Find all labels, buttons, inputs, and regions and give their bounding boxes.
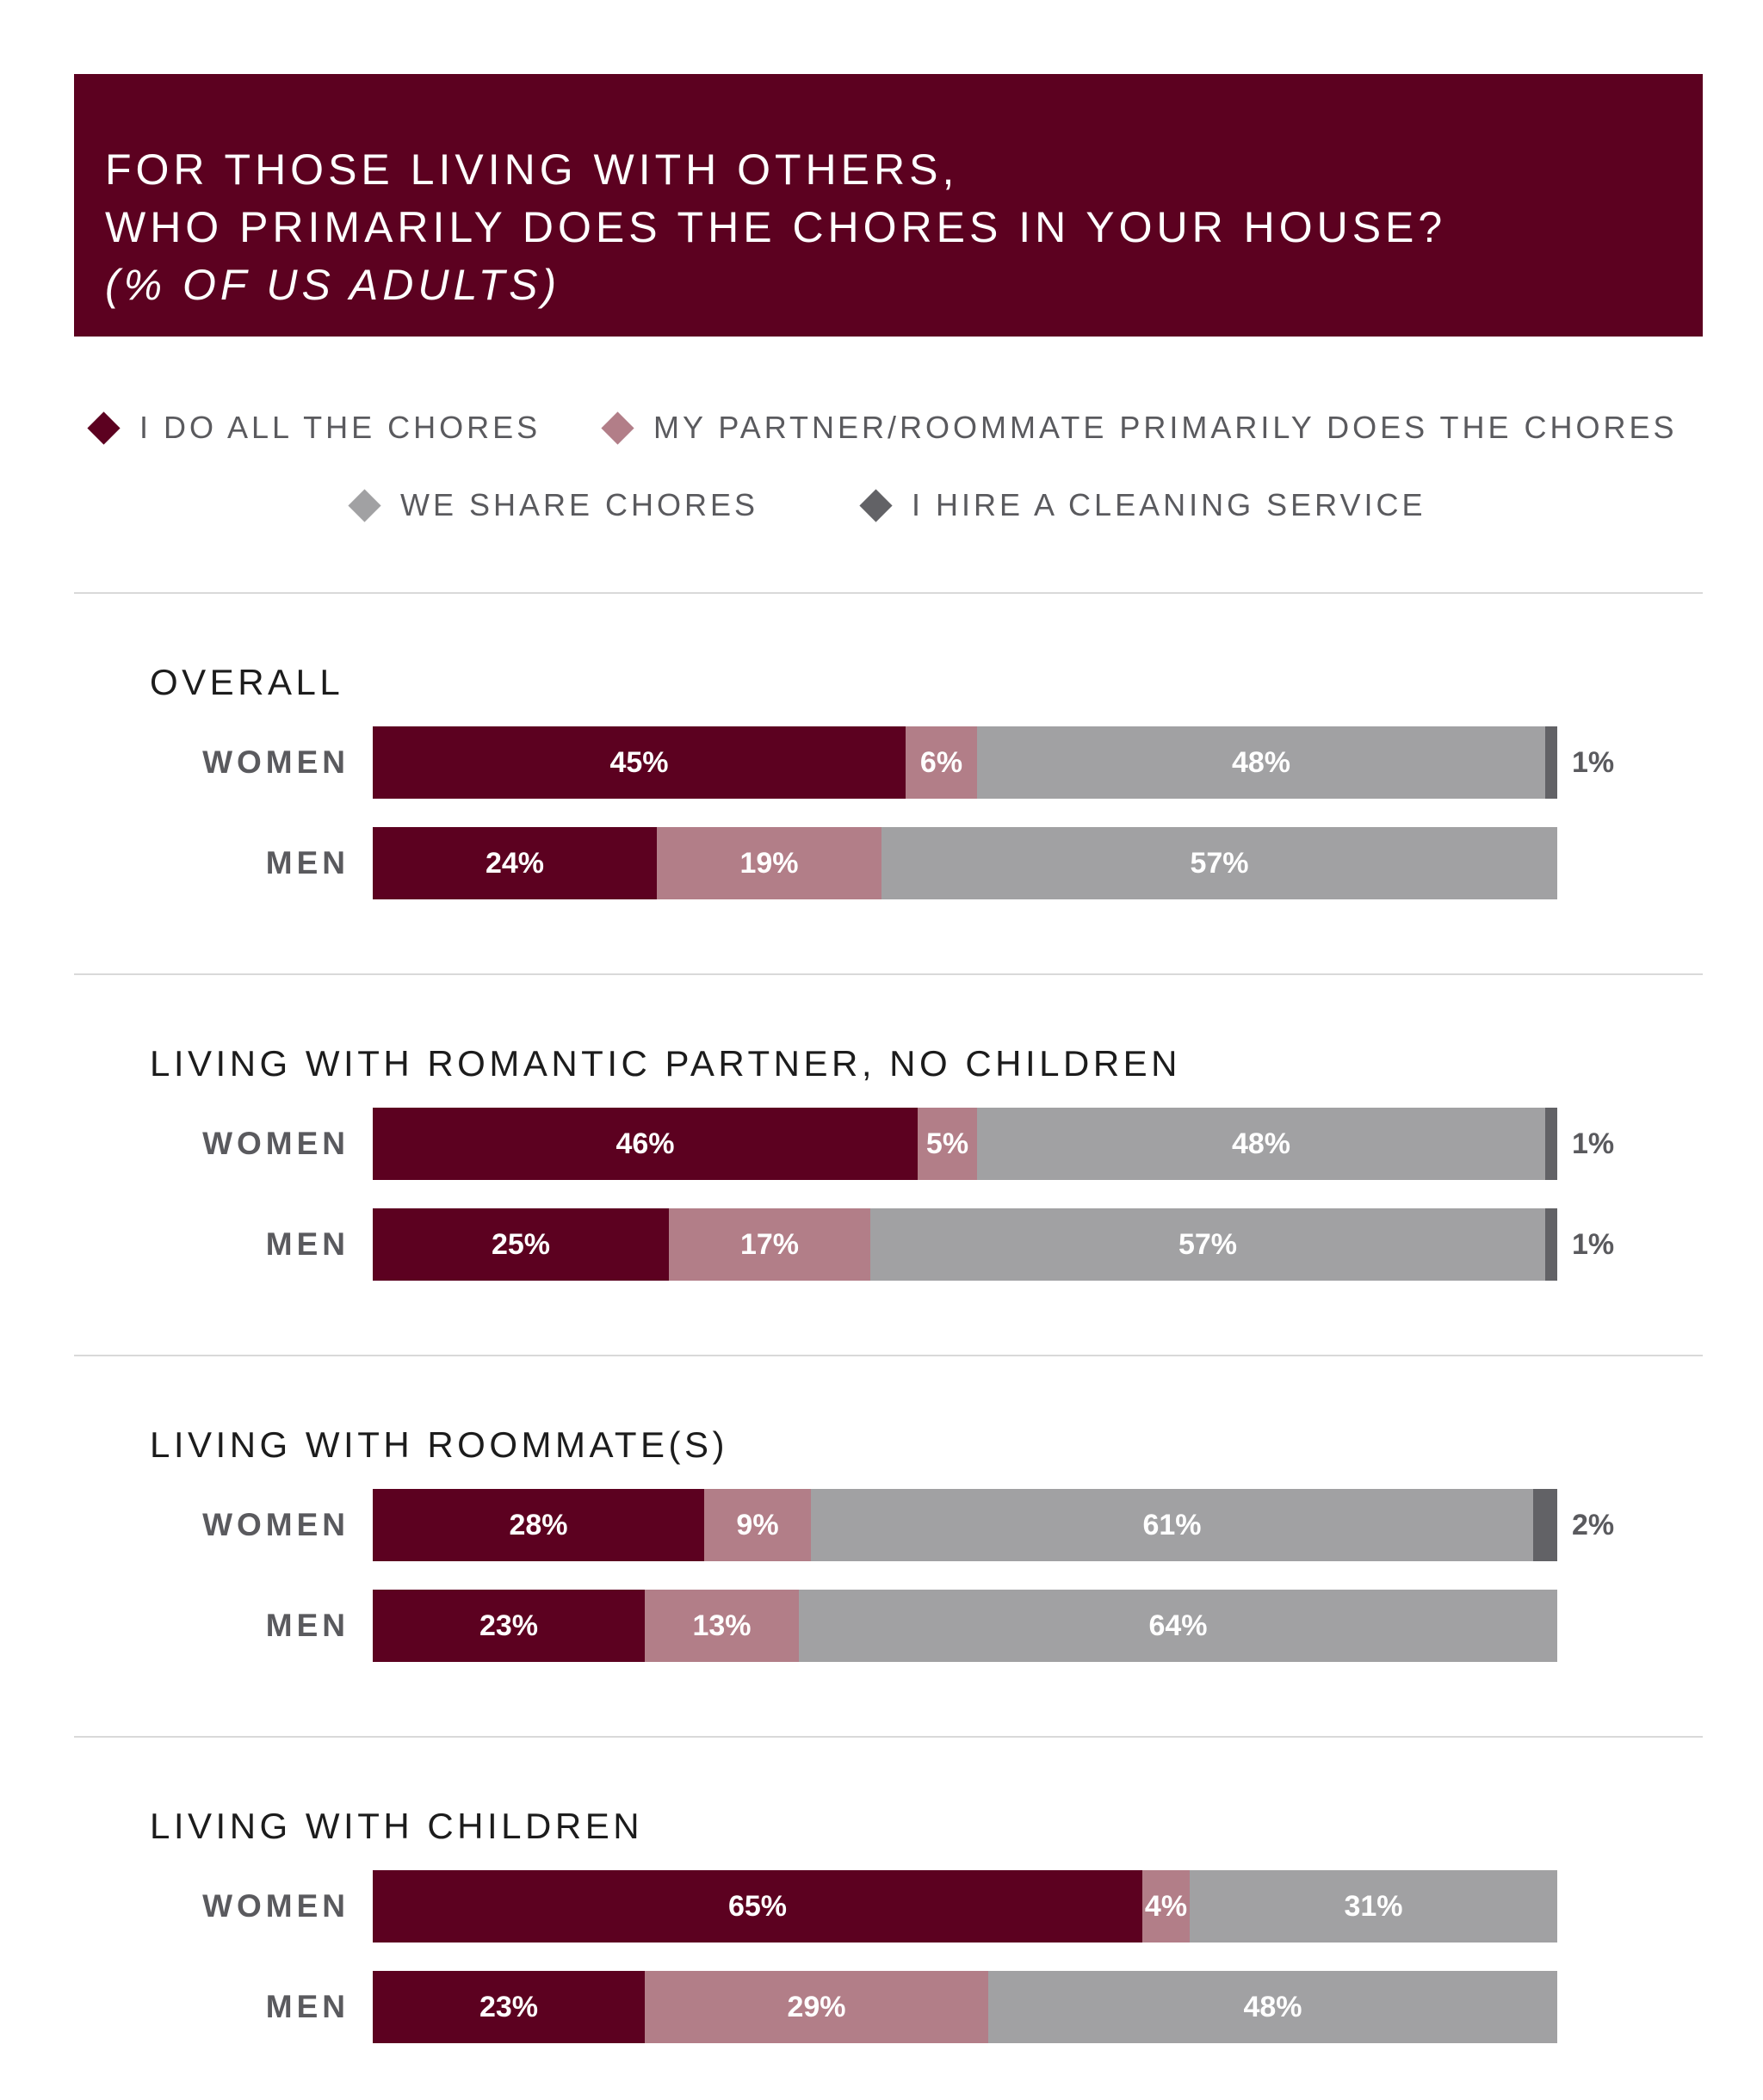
bar-segment-partner: 19% xyxy=(657,827,882,899)
row-label: WOMEN xyxy=(202,1888,350,1924)
bar-segment-self: 45% xyxy=(373,726,906,799)
bar-segment-partner: 17% xyxy=(669,1208,870,1281)
bar-segment-self: 23% xyxy=(373,1971,645,2043)
bar-row: 45% 6% 48% xyxy=(373,726,1557,799)
bar-segment-service xyxy=(1545,1208,1557,1281)
bar-segment-self: 28% xyxy=(373,1489,704,1561)
legend-label-partner: MY PARTNER/ROOMMATE PRIMARILY DOES THE C… xyxy=(653,410,1678,445)
title-line-2: WHO PRIMARILY DOES THE CHORES IN YOUR HO… xyxy=(105,203,1447,251)
title-line-1: FOR THOSE LIVING WITH OTHERS, xyxy=(105,145,959,194)
bar-row: 28% 9% 61% xyxy=(373,1489,1557,1561)
row-label: MEN xyxy=(265,1226,350,1262)
bar-segment-self: 24% xyxy=(373,827,657,899)
bar-row: 46% 5% 48% xyxy=(373,1108,1557,1180)
section-divider xyxy=(74,1736,1703,1738)
diamond-icon xyxy=(87,411,121,445)
data-label-service: 1% xyxy=(1572,746,1615,779)
row-label: WOMEN xyxy=(202,1126,350,1161)
legend-label-share: WE SHARE CHORES xyxy=(400,487,759,522)
bar-row: 24% 19% 57% xyxy=(373,827,1557,899)
bar-segment-share: 48% xyxy=(977,726,1545,799)
row-label: MEN xyxy=(265,1608,350,1643)
data-label-service: 2% xyxy=(1572,1509,1615,1541)
section-divider xyxy=(74,1355,1703,1356)
row-label: WOMEN xyxy=(202,744,350,780)
bar-segment-self: 25% xyxy=(373,1208,669,1281)
diamond-icon xyxy=(859,488,893,522)
bar-row: 23% 13% 64% xyxy=(373,1590,1557,1662)
diamond-icon xyxy=(601,411,634,445)
row-label: MEN xyxy=(265,845,350,880)
bar-segment-partner: 5% xyxy=(918,1108,977,1180)
bar-segment-self: 65% xyxy=(373,1870,1142,1942)
bar-segment-share: 31% xyxy=(1190,1870,1557,1942)
bar-segment-share: 61% xyxy=(811,1489,1533,1561)
bar-segment-share: 57% xyxy=(882,827,1557,899)
bar-segment-service xyxy=(1545,1108,1557,1180)
section-title: LIVING WITH CHILDREN xyxy=(150,1806,644,1846)
bar-segment-service xyxy=(1533,1489,1557,1561)
bar-segment-partner: 29% xyxy=(645,1971,988,2043)
bar-segment-partner: 13% xyxy=(645,1590,799,1662)
bar-row: 25% 17% 57% xyxy=(373,1208,1557,1281)
bar-segment-share: 57% xyxy=(870,1208,1545,1281)
title-line-3: (% OF US ADULTS) xyxy=(105,261,561,309)
section-divider xyxy=(74,973,1703,975)
data-label-service: 1% xyxy=(1572,1228,1615,1261)
bar-segment-partner: 4% xyxy=(1142,1870,1190,1942)
section-divider xyxy=(74,592,1703,594)
row-label: MEN xyxy=(265,1989,350,2024)
legend-label-self: I DO ALL THE CHORES xyxy=(139,410,541,445)
bar-row: 65% 4% 31% xyxy=(373,1870,1557,1942)
diamond-icon xyxy=(348,488,381,522)
legend-item-partner: MY PARTNER/ROOMMATE PRIMARILY DOES THE C… xyxy=(601,410,1678,446)
section-title: LIVING WITH ROOMMATE(S) xyxy=(150,1424,729,1465)
bar-segment-self: 23% xyxy=(373,1590,645,1662)
legend-item-share: WE SHARE CHORES xyxy=(348,487,759,523)
bar-segment-self: 46% xyxy=(373,1108,918,1180)
bar-segment-share: 48% xyxy=(988,1971,1557,2043)
bar-segment-share: 48% xyxy=(977,1108,1545,1180)
bar-segment-service xyxy=(1545,726,1557,799)
section-title: OVERALL xyxy=(150,662,344,702)
chart-header: FOR THOSE LIVING WITH OTHERS, WHO PRIMAR… xyxy=(74,74,1703,337)
bar-row: 23% 29% 48% xyxy=(373,1971,1557,2043)
bar-segment-partner: 9% xyxy=(704,1489,811,1561)
bar-segment-share: 64% xyxy=(799,1590,1557,1662)
bar-segment-partner: 6% xyxy=(906,726,977,799)
legend-label-service: I HIRE A CLEANING SERVICE xyxy=(912,487,1426,522)
legend-item-self: I DO ALL THE CHORES xyxy=(87,410,541,446)
data-label-service: 1% xyxy=(1572,1127,1615,1160)
row-label: WOMEN xyxy=(202,1507,350,1542)
section-title: LIVING WITH ROMANTIC PARTNER, NO CHILDRE… xyxy=(150,1043,1182,1084)
legend-item-service: I HIRE A CLEANING SERVICE xyxy=(859,487,1426,523)
